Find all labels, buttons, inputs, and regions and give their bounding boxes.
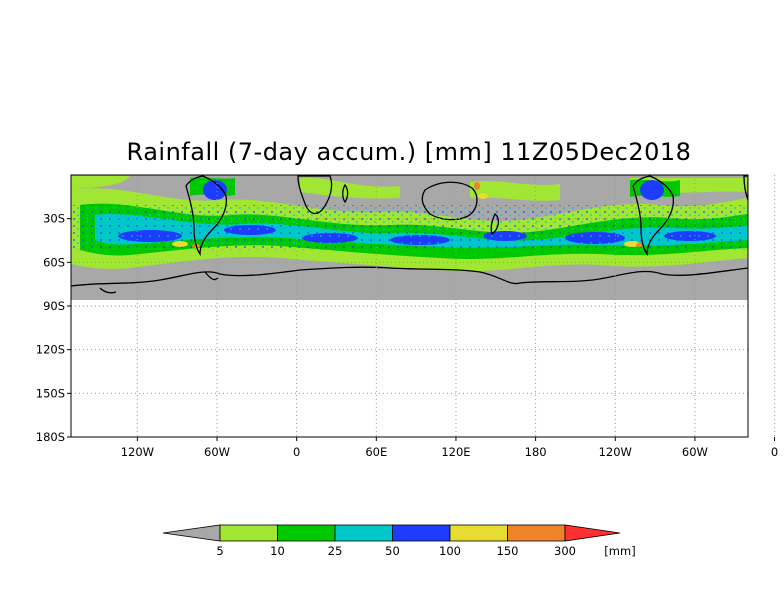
- lon-tick-label: 120W: [599, 445, 632, 459]
- lon-tick-label: 0: [771, 445, 778, 459]
- extreme-rain: [192, 182, 644, 248]
- no-data-region: [71, 300, 748, 437]
- legend-label: 300: [554, 544, 576, 558]
- legend-label: 25: [328, 544, 343, 558]
- legend-swatch: [449, 524, 508, 542]
- latitude-axis: 30S 60S 90S 120S 150S 180S: [36, 212, 71, 444]
- lon-tick-label: 60W: [204, 445, 230, 459]
- legend-label: 5: [216, 544, 223, 558]
- legend-label: 150: [497, 544, 519, 558]
- heavy-rain: [172, 193, 640, 247]
- lat-tick-label: 120S: [36, 343, 65, 357]
- legend-swatch: [392, 524, 451, 542]
- lon-tick-label: 60W: [682, 445, 708, 459]
- lon-tick-label: 0: [293, 445, 300, 459]
- lat-lon-grid: [71, 175, 776, 437]
- lat-tick-label: 60S: [43, 255, 65, 269]
- map-title: Rainfall (7-day accum.) [mm] 11Z05Dec201…: [126, 138, 692, 166]
- coastlines: [71, 175, 748, 294]
- legend-label: 10: [270, 544, 285, 558]
- longitude-axis: 120W 60W 0 60E 120E 180 120W 60W 0: [121, 437, 778, 459]
- legend-below-arrow: [162, 524, 221, 542]
- legend-unit: [mm]: [604, 544, 635, 558]
- legend-label: 50: [385, 544, 400, 558]
- lat-tick-label: 30S: [43, 212, 65, 226]
- lon-tick-label: 180: [525, 445, 547, 459]
- lat-tick-label: 90S: [43, 299, 65, 313]
- legend-swatch: [334, 524, 393, 542]
- lon-tick-label: 120W: [121, 445, 154, 459]
- legend-swatch: [277, 524, 336, 542]
- legend-swatch: [507, 524, 566, 542]
- legend-swatch: [219, 524, 278, 542]
- rainfall-legend: 5 10 25 50 100 150 300 [mm]: [162, 524, 636, 558]
- legend-above-arrow: [564, 524, 621, 542]
- lon-tick-label: 60E: [365, 445, 387, 459]
- rainfall-field: [71, 175, 748, 300]
- lat-tick-label: 150S: [36, 386, 65, 400]
- lon-tick-label: 120E: [441, 445, 470, 459]
- lat-tick-label: 180S: [36, 430, 65, 444]
- legend-label: 100: [439, 544, 461, 558]
